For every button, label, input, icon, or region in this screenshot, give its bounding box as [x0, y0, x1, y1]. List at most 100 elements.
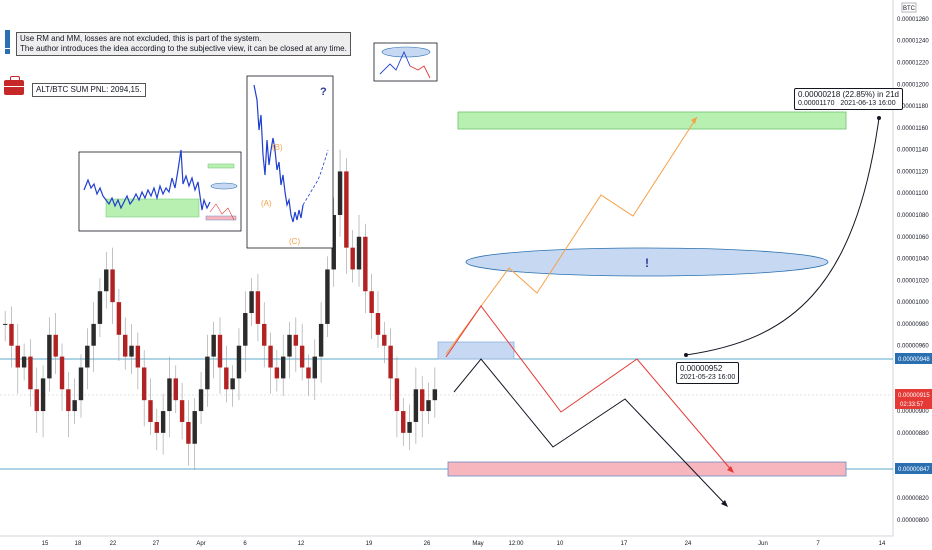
- projection-red[interactable]: [445, 305, 734, 473]
- level-badge-lower[interactable]: 0.00000847: [895, 463, 932, 474]
- candle-body[interactable]: [186, 421, 191, 444]
- projection-curve[interactable]: [685, 117, 880, 356]
- level-badge-upper[interactable]: 0.00000948: [895, 353, 932, 364]
- candle-body[interactable]: [15, 345, 21, 368]
- time-tick-label: 17: [621, 541, 628, 547]
- price-badge[interactable]: 0.00000915 02:33:57: [895, 389, 932, 409]
- candle-body[interactable]: [388, 345, 393, 379]
- candlestick-series[interactable]: [2, 149, 438, 470]
- candle-body[interactable]: [167, 378, 172, 412]
- candle-body[interactable]: [192, 411, 197, 444]
- candle-body[interactable]: [72, 400, 77, 412]
- candle-body[interactable]: [129, 345, 134, 357]
- measure-mid-sub: 2021-05-23 16:00: [680, 374, 736, 381]
- candle-body[interactable]: [350, 247, 355, 270]
- candle-body[interactable]: [262, 323, 267, 346]
- candle-body[interactable]: [293, 334, 299, 346]
- candle-body[interactable]: [224, 367, 229, 390]
- measure-callout-top[interactable]: 0.00000218 (22.85%) in 21d 0.00001170 20…: [794, 88, 903, 110]
- target-zone-red[interactable]: [447, 461, 847, 477]
- candle-body[interactable]: [141, 367, 147, 401]
- candle-body[interactable]: [312, 356, 317, 379]
- left-toolbar-marker[interactable]: [5, 30, 10, 48]
- candle-body[interactable]: [173, 378, 178, 401]
- candle-body[interactable]: [375, 313, 381, 335]
- candle-body[interactable]: [369, 291, 374, 314]
- candle-body[interactable]: [47, 334, 52, 379]
- candle-body[interactable]: [2, 323, 8, 325]
- candle-body[interactable]: [299, 345, 305, 368]
- projection-black[interactable]: [453, 358, 728, 507]
- projection-orange[interactable]: [445, 116, 698, 355]
- candle-body[interactable]: [211, 334, 216, 357]
- entry-zone-blue[interactable]: [437, 341, 515, 360]
- candle-body[interactable]: [59, 356, 65, 390]
- candle-body[interactable]: [325, 269, 330, 324]
- candle-body[interactable]: [179, 400, 185, 422]
- candle-body[interactable]: [287, 334, 292, 357]
- measure-callout-mid[interactable]: 0.00000952 2021-05-23 16:00: [676, 362, 740, 384]
- target-zone-green[interactable]: [457, 111, 847, 130]
- candle-body[interactable]: [85, 345, 90, 368]
- candle-body[interactable]: [318, 323, 324, 357]
- candle-body[interactable]: [236, 345, 242, 379]
- time-ticks[interactable]: 15 18 22 27 Apr 6 12 19 26 May 12:00 10 17 24 Jun 7 14: [42, 541, 886, 547]
- candle-body[interactable]: [40, 378, 46, 412]
- candle-body[interactable]: [306, 367, 311, 379]
- candle-body[interactable]: [280, 356, 286, 379]
- time-tick-label: 19: [366, 541, 373, 547]
- candle-body[interactable]: [419, 389, 425, 412]
- candle-body[interactable]: [394, 378, 400, 412]
- disclaimer-note[interactable]: Use RM and MM, losses are not excluded, …: [16, 32, 351, 56]
- candle-body[interactable]: [249, 291, 254, 314]
- candle-body[interactable]: [205, 356, 210, 390]
- candle-body[interactable]: [331, 214, 336, 270]
- candle-body[interactable]: [401, 411, 406, 433]
- candle-body[interactable]: [53, 334, 58, 357]
- candle-body[interactable]: [432, 389, 438, 401]
- candle-body[interactable]: [217, 334, 223, 368]
- candle-body[interactable]: [135, 345, 141, 368]
- candle-body[interactable]: [116, 302, 122, 335]
- candle-body[interactable]: [344, 171, 349, 248]
- inset-chart-middle[interactable]: ? (B) (A) (C): [246, 75, 334, 249]
- candle-body[interactable]: [91, 323, 96, 346]
- candle-body[interactable]: [363, 236, 368, 292]
- highlight-ellipse[interactable]: [465, 247, 829, 277]
- candle-body[interactable]: [198, 389, 204, 412]
- candle-body[interactable]: [110, 269, 115, 303]
- time-tick-label: 10: [557, 541, 564, 547]
- inset-chart-small[interactable]: [373, 42, 438, 82]
- measure-sub: 0.00001170 2021-06-13 16:00: [798, 100, 896, 107]
- candle-body[interactable]: [230, 378, 235, 390]
- candle-body[interactable]: [123, 334, 128, 357]
- candle-body[interactable]: [255, 291, 261, 324]
- candle-body[interactable]: [154, 421, 160, 433]
- price-axis[interactable]: [893, 0, 932, 536]
- candle-body[interactable]: [9, 323, 14, 346]
- candle-body[interactable]: [78, 367, 84, 401]
- candle-body[interactable]: [426, 400, 431, 412]
- candle-body[interactable]: [34, 389, 39, 412]
- candle-body[interactable]: [268, 345, 273, 368]
- candle-body[interactable]: [148, 400, 153, 422]
- left-toolbar-marker-small[interactable]: [5, 49, 10, 54]
- time-tick-label: 26: [424, 541, 431, 547]
- candle-body[interactable]: [407, 421, 412, 433]
- inset-chart-left[interactable]: [78, 149, 242, 232]
- candle-body[interactable]: [97, 291, 103, 324]
- time-tick-label: Apr: [196, 541, 205, 547]
- candle-body[interactable]: [28, 356, 33, 390]
- candle-body[interactable]: [413, 389, 419, 422]
- candle-body[interactable]: [274, 367, 280, 379]
- candle-body[interactable]: [160, 411, 166, 433]
- candle-body[interactable]: [356, 236, 362, 270]
- candle-body[interactable]: [66, 389, 71, 412]
- candle-body[interactable]: [243, 313, 248, 346]
- candle-body[interactable]: [21, 356, 27, 368]
- candle-body[interactable]: [382, 334, 387, 346]
- candle-body[interactable]: [337, 171, 343, 215]
- candle-body[interactable]: [104, 269, 109, 292]
